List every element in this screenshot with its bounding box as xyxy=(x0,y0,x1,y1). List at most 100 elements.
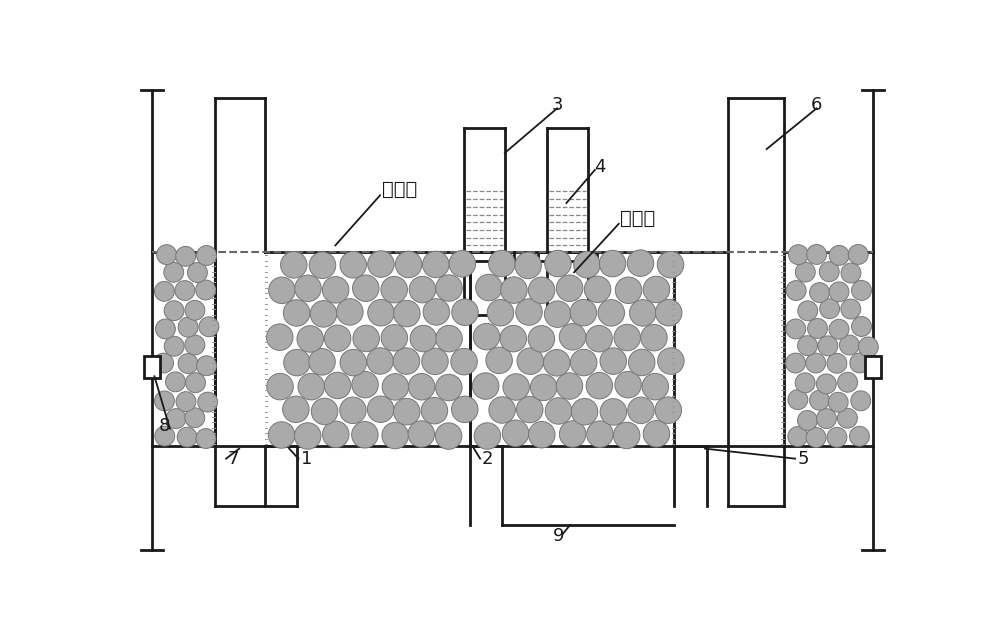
Circle shape xyxy=(197,246,216,265)
Circle shape xyxy=(798,335,817,356)
Circle shape xyxy=(808,318,827,339)
Circle shape xyxy=(154,353,173,373)
Circle shape xyxy=(786,353,805,373)
Circle shape xyxy=(185,335,205,355)
Text: 1: 1 xyxy=(301,449,312,468)
Circle shape xyxy=(806,353,826,373)
Circle shape xyxy=(269,277,295,304)
Circle shape xyxy=(503,373,529,400)
Circle shape xyxy=(528,325,555,352)
Circle shape xyxy=(630,299,656,326)
Circle shape xyxy=(798,301,818,321)
Circle shape xyxy=(294,423,321,449)
Circle shape xyxy=(615,277,642,303)
Circle shape xyxy=(502,420,529,446)
Circle shape xyxy=(421,398,448,424)
Circle shape xyxy=(852,316,871,336)
Circle shape xyxy=(353,325,379,352)
Circle shape xyxy=(828,392,848,412)
Circle shape xyxy=(199,317,219,337)
Circle shape xyxy=(586,372,613,399)
Text: 3: 3 xyxy=(551,96,563,114)
Circle shape xyxy=(827,353,847,373)
Circle shape xyxy=(340,251,366,278)
Circle shape xyxy=(806,427,826,448)
Bar xyxy=(865,356,881,378)
Circle shape xyxy=(284,349,310,376)
Circle shape xyxy=(528,277,555,303)
Circle shape xyxy=(658,348,684,374)
Circle shape xyxy=(436,325,462,352)
Circle shape xyxy=(851,391,871,411)
Circle shape xyxy=(545,398,572,424)
Circle shape xyxy=(451,348,477,375)
Circle shape xyxy=(643,276,670,303)
Text: 催化剂: 催化剂 xyxy=(620,209,656,228)
Circle shape xyxy=(166,409,186,429)
Circle shape xyxy=(850,353,870,373)
Circle shape xyxy=(559,323,586,350)
Circle shape xyxy=(559,421,586,448)
Circle shape xyxy=(798,411,817,430)
Circle shape xyxy=(500,325,526,352)
Circle shape xyxy=(795,262,815,282)
Circle shape xyxy=(322,277,349,303)
Circle shape xyxy=(643,420,670,447)
Circle shape xyxy=(615,372,641,398)
Text: 6: 6 xyxy=(811,96,822,114)
Circle shape xyxy=(395,251,422,278)
Circle shape xyxy=(584,276,611,303)
Circle shape xyxy=(268,422,295,448)
Circle shape xyxy=(436,275,462,301)
Circle shape xyxy=(829,246,849,265)
Circle shape xyxy=(408,421,435,448)
Circle shape xyxy=(476,274,502,301)
Circle shape xyxy=(452,299,478,325)
Circle shape xyxy=(422,348,448,375)
Circle shape xyxy=(516,299,542,325)
Circle shape xyxy=(393,348,420,374)
Circle shape xyxy=(570,349,597,376)
Circle shape xyxy=(486,347,512,373)
Circle shape xyxy=(841,299,861,319)
Circle shape xyxy=(655,299,682,326)
Circle shape xyxy=(185,300,205,320)
Circle shape xyxy=(368,251,394,277)
Circle shape xyxy=(829,320,849,339)
Circle shape xyxy=(382,422,408,449)
Circle shape xyxy=(657,251,684,278)
Circle shape xyxy=(324,372,351,399)
Circle shape xyxy=(381,325,408,351)
Circle shape xyxy=(788,390,808,410)
Circle shape xyxy=(627,250,654,277)
Circle shape xyxy=(848,244,868,265)
Circle shape xyxy=(818,336,838,356)
Circle shape xyxy=(196,280,216,300)
Circle shape xyxy=(614,324,640,351)
Circle shape xyxy=(340,349,367,376)
Circle shape xyxy=(337,299,363,325)
Circle shape xyxy=(409,277,436,303)
Circle shape xyxy=(324,325,351,351)
Circle shape xyxy=(543,349,570,376)
Circle shape xyxy=(570,299,597,326)
Circle shape xyxy=(197,356,216,375)
Circle shape xyxy=(850,427,869,446)
Circle shape xyxy=(515,252,541,279)
Circle shape xyxy=(267,373,293,400)
Circle shape xyxy=(155,319,175,339)
Text: 8: 8 xyxy=(159,417,170,436)
Circle shape xyxy=(487,299,514,326)
Circle shape xyxy=(571,398,598,425)
Circle shape xyxy=(472,373,499,399)
Circle shape xyxy=(283,299,310,326)
Circle shape xyxy=(323,421,349,448)
Circle shape xyxy=(449,251,476,277)
Circle shape xyxy=(155,391,174,411)
Circle shape xyxy=(586,325,612,352)
Circle shape xyxy=(154,282,174,301)
Circle shape xyxy=(837,408,857,428)
Circle shape xyxy=(858,337,878,357)
Circle shape xyxy=(810,391,829,410)
Circle shape xyxy=(164,262,184,282)
